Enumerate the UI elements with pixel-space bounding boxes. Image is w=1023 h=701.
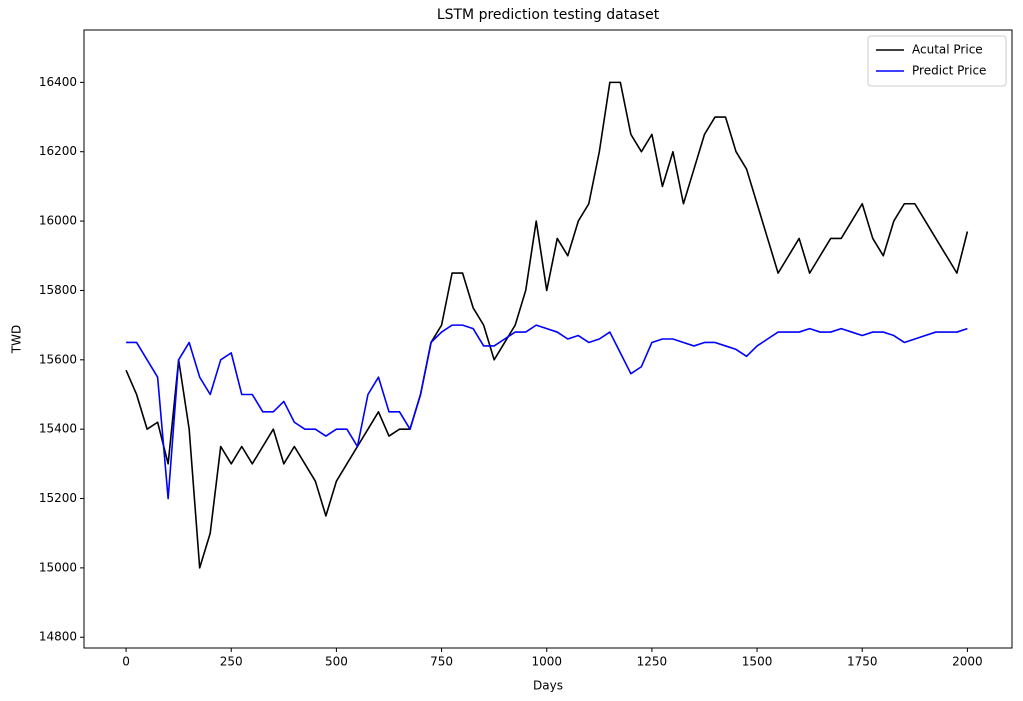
chart-title: LSTM prediction testing dataset	[437, 7, 660, 23]
y-tick-label: 15200	[39, 491, 77, 505]
y-tick-label: 15800	[39, 283, 77, 297]
legend-box	[867, 35, 1007, 87]
y-tick-label: 16400	[39, 75, 77, 89]
legend-label: Predict Price	[912, 64, 986, 78]
x-tick-label: 0	[122, 655, 130, 669]
y-tick-label: 15400	[39, 422, 77, 436]
series-line	[126, 324, 968, 500]
plot-frame	[83, 29, 1013, 649]
x-tick-label: 750	[430, 655, 453, 669]
x-tick-label: 1250	[637, 655, 668, 669]
x-tick-label: 1750	[847, 655, 878, 669]
y-tick-label: 15600	[39, 352, 77, 366]
y-tick-label: 15000	[39, 560, 77, 574]
x-axis-label: Days	[533, 679, 563, 693]
y-tick-label: 14800	[39, 630, 77, 644]
y-axis-label: TWD	[10, 325, 24, 354]
x-tick-label: 500	[325, 655, 348, 669]
x-tick-label: 1500	[742, 655, 773, 669]
y-tick-label: 16200	[39, 144, 77, 158]
x-tick-label: 250	[220, 655, 243, 669]
y-tick-label: 16000	[39, 214, 77, 228]
x-tick-label: 2000	[952, 655, 983, 669]
legend-label: Acutal Price	[912, 43, 983, 57]
x-tick-label: 1000	[531, 655, 562, 669]
series-line	[125, 81, 969, 569]
